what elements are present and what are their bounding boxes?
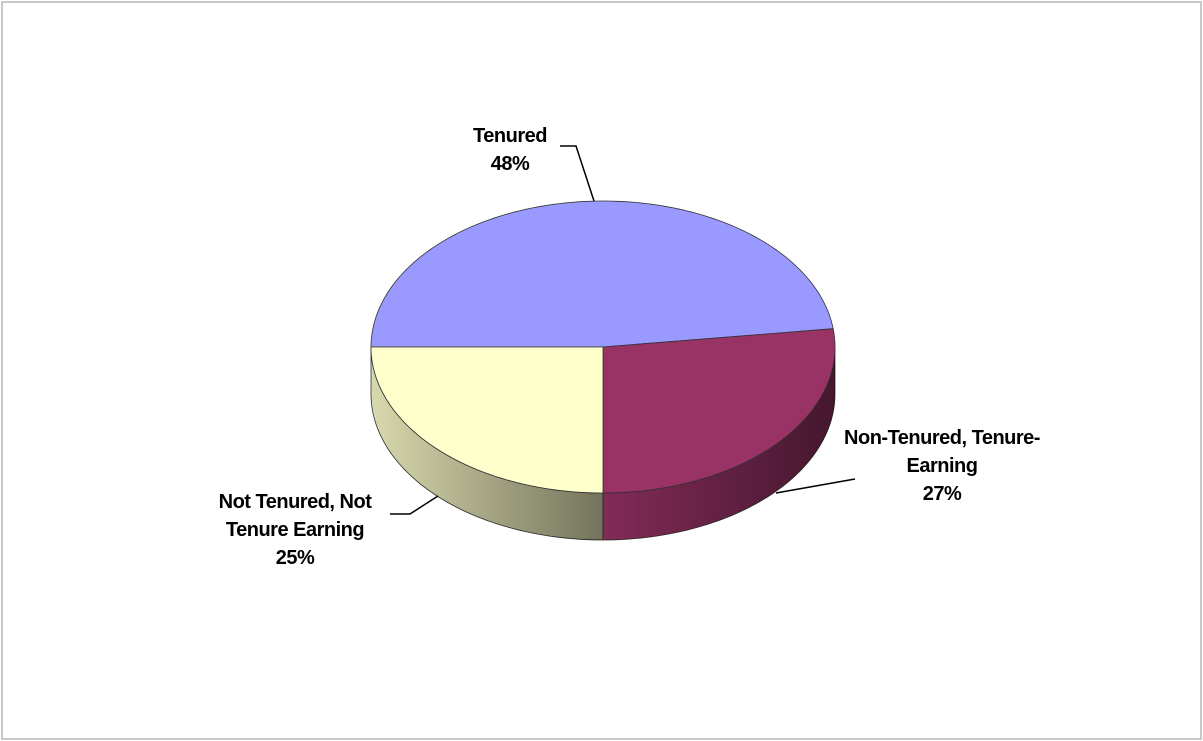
slice	[370, 346, 604, 494]
slice-label: Non-Tenured, Tenure-Earning 27%	[842, 424, 1042, 508]
slice	[370, 200, 834, 348]
category-label: Tenured	[473, 125, 547, 147]
slice-side-shade	[371, 347, 603, 540]
slice-label: Not Tenured, Not Tenure Earning 25%	[190, 488, 400, 572]
value-label: 27%	[922, 483, 962, 505]
leader-line	[775, 478, 856, 494]
leader-line	[560, 145, 595, 202]
slice	[602, 328, 836, 494]
category-label: Not Tenured, Not Tenure Earning	[218, 491, 372, 541]
category-label: Non-Tenured, Tenure-Earning	[844, 427, 1040, 477]
leader-line	[390, 495, 439, 515]
slice-label: Tenured 48%	[430, 122, 590, 178]
slice-side-shade	[603, 347, 835, 540]
value-label: 48%	[490, 153, 530, 175]
value-label: 25%	[275, 547, 315, 569]
